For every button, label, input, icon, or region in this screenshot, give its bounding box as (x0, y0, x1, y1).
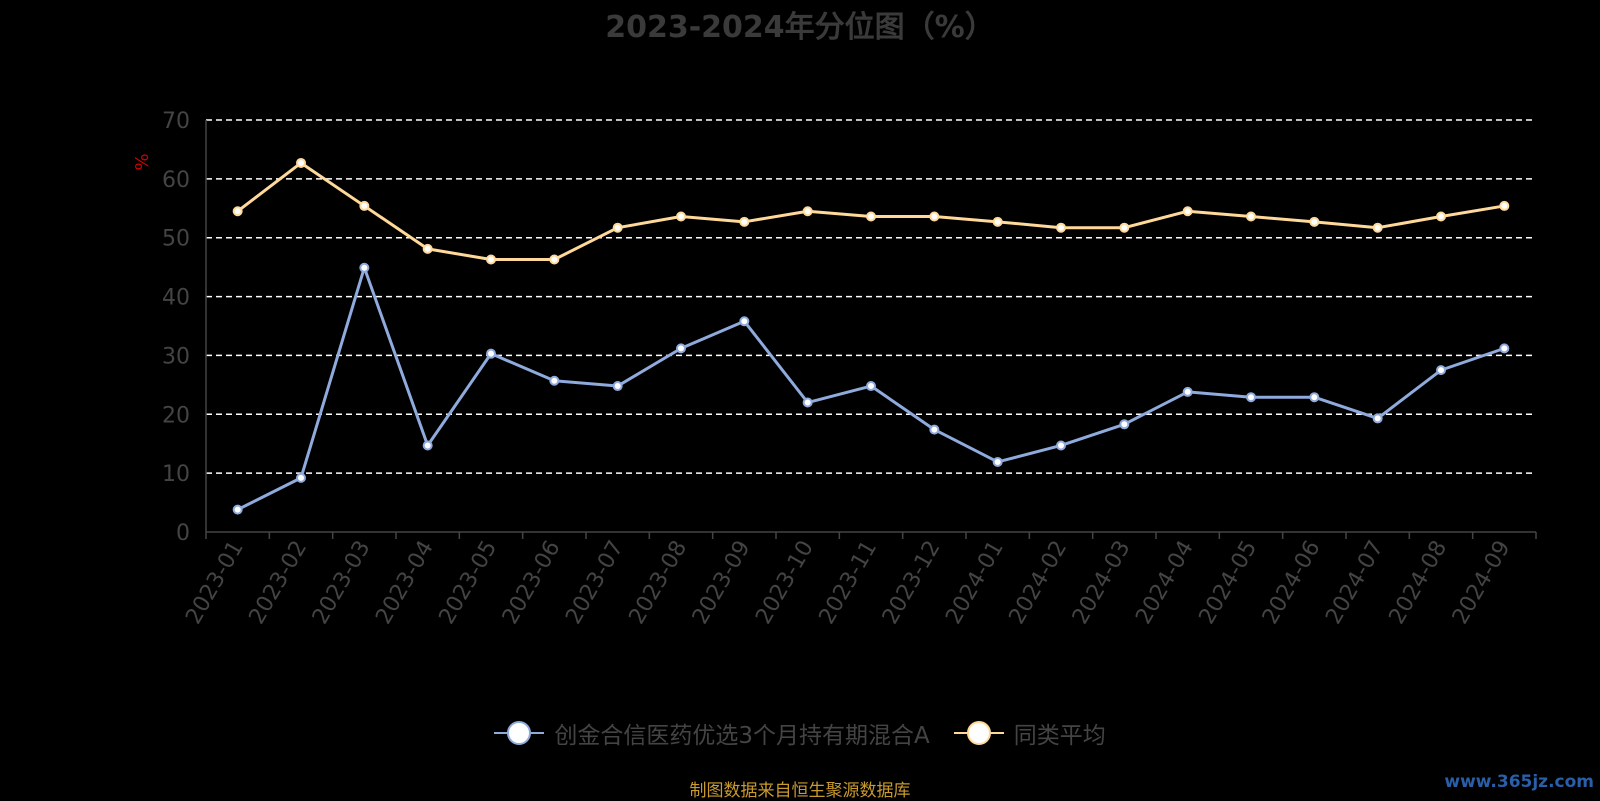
data-point-1-2024-06 (1309, 216, 1320, 227)
data-point-1-2024-07 (1372, 222, 1383, 233)
data-point-0-2023-04 (422, 440, 433, 451)
data-point-1-2023-12 (929, 211, 940, 222)
data-point-0-2023-03 (359, 262, 370, 273)
data-point-0-2024-07 (1372, 413, 1383, 424)
x-tick-label-2023-10: 2023-10 (751, 537, 819, 629)
x-tick-label-2023-07: 2023-07 (561, 537, 629, 629)
x-tick-label-2023-03: 2023-03 (308, 537, 376, 629)
data-point-0-2023-11 (866, 381, 876, 392)
x-tick-label-2023-05: 2023-05 (435, 537, 503, 629)
y-tick-label-30: 30 (162, 344, 190, 369)
data-point-1-2023-03 (359, 200, 370, 211)
data-point-1-2024-02 (1056, 222, 1066, 233)
data-point-0-2024-04 (1182, 386, 1193, 397)
x-tick-label-2024-02: 2024-02 (1005, 537, 1073, 629)
chart-title: 2023-2024年分位图（%） (605, 10, 995, 45)
y-tick-label-70: 70 (162, 109, 190, 134)
x-tick-label-2024-03: 2024-03 (1068, 537, 1136, 629)
data-point-1-2024-09 (1499, 200, 1510, 211)
source-note: 制图数据来自恒生聚源数据库 (689, 781, 911, 801)
legend: 创金合信医药优选3个月持有期混合A 同类平均 (0, 716, 1600, 750)
x-tick-label-2023-11: 2023-11 (815, 537, 883, 629)
x-tick-label-2023-04: 2023-04 (371, 537, 439, 629)
y-tick-label-60: 60 (162, 168, 190, 193)
x-tick-label-2024-07: 2024-07 (1321, 537, 1389, 629)
data-point-0-2023-07 (612, 381, 623, 392)
data-point-1-2023-07 (612, 222, 623, 233)
data-point-0-2024-05 (1246, 392, 1256, 403)
grid-lines (206, 119, 1536, 474)
legend-marker-series-a (494, 721, 545, 745)
x-tick-label-2023-08: 2023-08 (625, 537, 693, 629)
y-tick-label-50: 50 (162, 227, 190, 252)
data-point-0-2024-06 (1309, 392, 1320, 403)
data-point-0-2024-01 (992, 456, 1003, 467)
data-point-0-2024-09 (1499, 343, 1510, 354)
y-tick-label-0: 0 (176, 521, 190, 546)
data-point-1-2024-04 (1182, 206, 1193, 217)
data-point-0-2023-09 (739, 316, 750, 327)
data-point-1-2023-02 (296, 157, 306, 168)
x-tick-label-2023-02: 2023-02 (245, 537, 313, 629)
data-point-0-2023-06 (549, 375, 560, 386)
legend-item-series-a[interactable]: 创金合信医药优选3个月持有期混合A (494, 716, 930, 750)
x-tick-label-2024-08: 2024-08 (1385, 537, 1453, 629)
data-point-0-2023-02 (296, 472, 306, 483)
data-point-0-2023-05 (486, 348, 496, 359)
x-tick-label-2023-12: 2023-12 (878, 536, 946, 628)
data-point-1-2023-10 (802, 206, 813, 217)
y-tick-label-40: 40 (162, 286, 190, 311)
data-point-1-2023-01 (232, 206, 243, 217)
x-tick-label-2023-09: 2023-09 (688, 537, 756, 629)
legend-label-series-a: 创金合信医药优选3个月持有期混合A (554, 723, 930, 749)
x-tick-label-2023-06: 2023-06 (498, 537, 566, 629)
data-point-1-2023-08 (676, 211, 686, 222)
data-point-1-2024-01 (992, 216, 1003, 227)
data-point-1-2023-09 (739, 216, 750, 227)
data-point-1-2023-06 (549, 254, 560, 265)
x-tick-label-2024-09: 2024-09 (1448, 537, 1516, 629)
y-tick-label-20: 20 (162, 403, 190, 428)
data-point-1-2023-11 (866, 211, 876, 222)
x-tick-label-2024-06: 2024-06 (1258, 537, 1326, 629)
legend-marker-series-b (953, 721, 1004, 745)
series-lines (232, 157, 1510, 515)
data-point-0-2023-08 (676, 343, 686, 354)
x-tick-label-2023-01: 2023-01 (181, 537, 249, 629)
axes: 010203040506070%2023-012023-022023-03202… (132, 109, 1537, 629)
data-point-1-2024-03 (1119, 222, 1130, 233)
watermark: www.365jz.com (1444, 772, 1594, 792)
data-point-0-2024-08 (1436, 365, 1446, 376)
x-tick-label-2024-05: 2024-05 (1195, 537, 1263, 629)
data-point-1-2023-04 (422, 243, 433, 254)
data-point-1-2023-05 (486, 254, 496, 265)
y-tick-label-10: 10 (162, 462, 190, 487)
x-tick-label-2024-01: 2024-01 (941, 537, 1009, 629)
legend-item-series-b[interactable]: 同类平均 (953, 716, 1106, 750)
x-tick-label-2024-04: 2024-04 (1131, 537, 1199, 629)
data-point-0-2023-12 (929, 424, 940, 435)
y-axis-label: % (132, 153, 153, 170)
data-point-1-2024-08 (1436, 211, 1446, 222)
data-point-0-2024-03 (1119, 419, 1130, 430)
data-point-0-2024-02 (1056, 440, 1066, 451)
legend-label-series-b: 同类平均 (1013, 723, 1106, 749)
data-point-0-2023-01 (232, 504, 243, 515)
data-point-1-2024-05 (1246, 211, 1256, 222)
data-point-0-2023-10 (802, 397, 813, 408)
